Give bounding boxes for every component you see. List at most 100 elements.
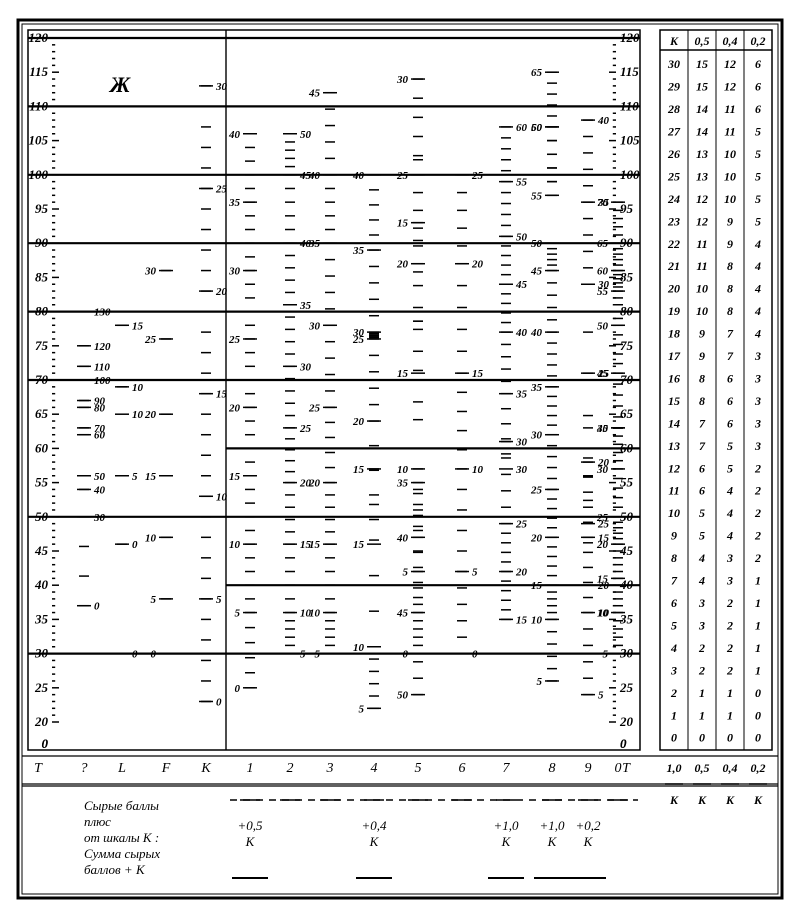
k-correction: +0,5 xyxy=(237,818,263,833)
raw-tick-label: 20 xyxy=(597,457,610,469)
k-table-cell: 15 xyxy=(668,394,680,408)
raw-tick-label: 20 xyxy=(515,567,528,579)
raw-tick-label: 15 xyxy=(353,464,365,476)
raw-tick-label: 20 xyxy=(308,478,321,490)
mmpi-profile-sheet: 0020202525303035354040454550505555606065… xyxy=(0,0,800,916)
footer-line: Сумма сырых xyxy=(84,846,160,861)
k-table-cell: 21 xyxy=(667,259,680,273)
k-table-cell: 5 xyxy=(755,147,761,161)
k-correction: +1,0 xyxy=(539,818,565,833)
k-table-cell: 1 xyxy=(727,686,733,700)
scale-label: 6 xyxy=(459,761,466,776)
k-table-cell: 17 xyxy=(668,349,681,363)
raw-tick-label: 0 xyxy=(151,649,157,661)
k-table-cell: 2 xyxy=(754,551,761,565)
k-table-cell: 0 xyxy=(671,731,677,745)
raw-tick-label: 15 xyxy=(397,368,409,380)
k-table-cell: 5 xyxy=(671,618,677,632)
svg-text:K: K xyxy=(547,834,558,849)
raw-tick-label: 20 xyxy=(597,580,610,592)
k-table-cell: 12 xyxy=(724,80,736,94)
k-table-cell: 3 xyxy=(726,574,733,588)
k-table-cell: 22 xyxy=(667,237,680,251)
raw-tick-label: 5 xyxy=(598,690,604,702)
scale-label: 5 xyxy=(415,761,422,776)
raw-tick-label: 55 xyxy=(516,177,528,189)
t-left-label: 85 xyxy=(35,269,49,284)
raw-tick-label: 10 xyxy=(132,382,144,394)
footer-line: от шкалы K : xyxy=(84,830,159,845)
t-left-label: 60 xyxy=(35,440,49,455)
k-table-cell: 7 xyxy=(727,327,734,341)
sex-marker: Ж xyxy=(108,72,131,97)
svg-text:0,5: 0,5 xyxy=(695,761,710,775)
k-table-cell: 3 xyxy=(754,349,761,363)
k-table-cell: 13 xyxy=(696,147,708,161)
k-table-cell: 10 xyxy=(724,169,736,183)
k-table-cell: 2 xyxy=(754,529,761,543)
k-table-cell: 4 xyxy=(726,529,733,543)
k-table-cell: 11 xyxy=(696,259,707,273)
raw-tick-label: 40 xyxy=(352,170,365,182)
raw-tick-label: 25 xyxy=(299,423,312,435)
raw-tick-label: 35 xyxy=(396,478,409,490)
k-table-cell: 16 xyxy=(668,371,680,385)
k-table-cell: 5 xyxy=(755,214,761,228)
raw-tick-label: 5 xyxy=(235,608,241,620)
raw-tick-label: 25 xyxy=(530,484,543,496)
t-left-label: 55 xyxy=(35,475,49,490)
raw-tick-label: 35 xyxy=(597,197,610,209)
scale-label: 9 xyxy=(585,761,592,776)
k-table-cell: 10 xyxy=(668,506,680,520)
raw-tick-label: 30 xyxy=(215,81,228,93)
raw-tick-label: 0 xyxy=(235,683,241,695)
raw-tick-label: 30 xyxy=(515,437,528,449)
t-left-label: 35 xyxy=(34,611,49,626)
k-table-cell: 11 xyxy=(668,484,679,498)
raw-tick-label: 20 xyxy=(471,259,484,271)
k-table-cell: 0 xyxy=(755,686,761,700)
k-table-cell: 0 xyxy=(727,731,733,745)
t-left-label: 115 xyxy=(29,64,48,79)
scale-label: 7 xyxy=(503,761,511,776)
svg-text:K: K xyxy=(753,793,763,807)
raw-tick-label: 45 xyxy=(396,608,409,620)
raw-tick-label: 60 xyxy=(94,430,106,442)
k-table-cell: 4 xyxy=(698,574,705,588)
raw-tick-label: 25 xyxy=(215,183,228,195)
raw-tick-label: 0 xyxy=(403,649,409,661)
raw-tick-label: 0 xyxy=(472,649,478,661)
k-table-cell: 5 xyxy=(727,461,733,475)
t-left-label: 40 xyxy=(34,577,49,592)
k-table-cell: 6 xyxy=(699,461,705,475)
k-table-cell: 1 xyxy=(755,596,761,610)
k-table-cell: 0 xyxy=(755,731,761,745)
svg-text:0,4: 0,4 xyxy=(723,761,738,775)
k-table-header: 0,4 xyxy=(723,34,738,48)
footer-line: Сырые баллы xyxy=(84,798,159,813)
k-table-cell: 11 xyxy=(724,102,735,116)
k-table-cell: 4 xyxy=(726,484,733,498)
k-table-cell: 4 xyxy=(670,641,677,655)
raw-tick-label: 110 xyxy=(94,361,110,373)
raw-tick-label: 5 xyxy=(472,567,478,579)
k-table-cell: 2 xyxy=(726,663,733,677)
raw-tick-label: 15 xyxy=(397,218,409,230)
raw-tick-label: 65 xyxy=(597,238,609,250)
k-table-cell: 0 xyxy=(699,731,705,745)
k-table-cell: 3 xyxy=(726,551,733,565)
k-table-header: K xyxy=(669,34,679,48)
k-table-cell: 6 xyxy=(755,80,761,94)
svg-text:K: K xyxy=(725,793,735,807)
raw-tick-label: 30 xyxy=(597,279,610,291)
raw-tick-label: 5 xyxy=(315,649,321,661)
scale-label: 8 xyxy=(549,761,556,776)
raw-tick-label: 15 xyxy=(229,471,241,483)
k-table-cell: 3 xyxy=(754,416,761,430)
k-table-cell: 9 xyxy=(699,327,705,341)
k-table-cell: 2 xyxy=(754,461,761,475)
k-table-cell: 1 xyxy=(755,574,761,588)
t-right-label: 105 xyxy=(620,133,640,148)
raw-tick-label: 15 xyxy=(145,471,157,483)
raw-tick-label: 80 xyxy=(94,402,106,414)
